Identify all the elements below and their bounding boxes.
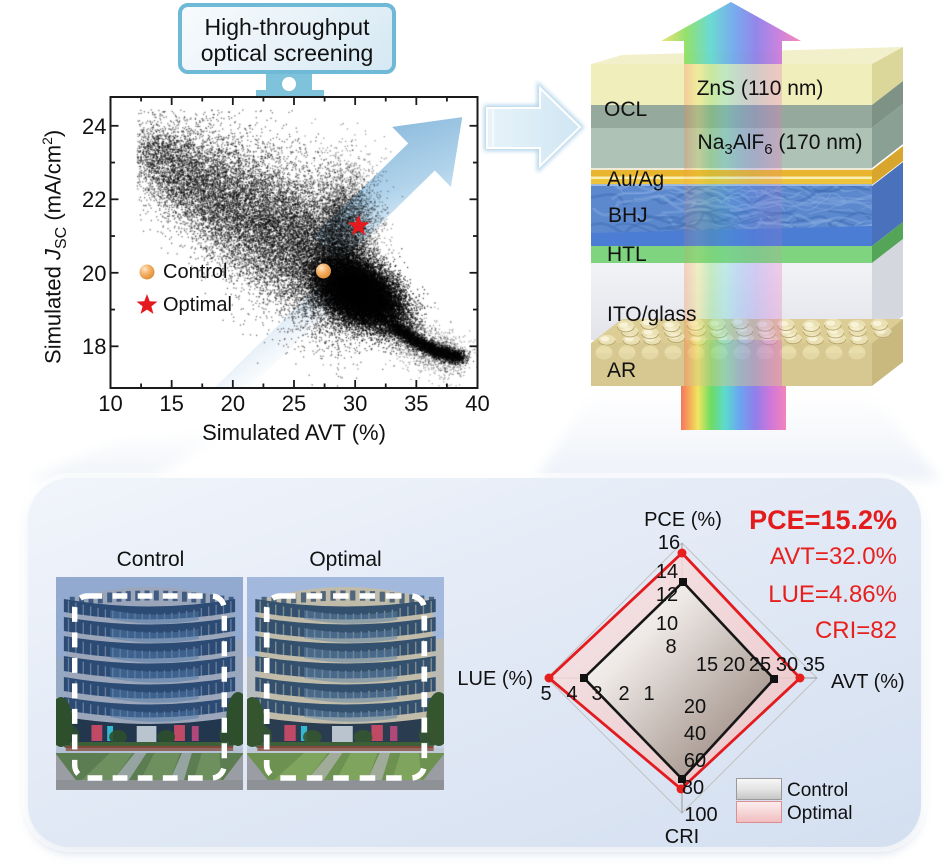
svg-text:5: 5 — [540, 683, 551, 705]
svg-text:BHJ: BHJ — [608, 204, 648, 227]
svg-text:3: 3 — [591, 683, 602, 705]
svg-text:HTL: HTL — [607, 243, 647, 266]
svg-text:Na3AlF6 (170 nm): Na3AlF6 (170 nm) — [698, 131, 863, 158]
svg-text:PCE (%): PCE (%) — [644, 509, 722, 531]
svg-text:CRI: CRI — [665, 826, 699, 848]
svg-text:AVT (%): AVT (%) — [831, 671, 905, 693]
svg-text:80: 80 — [682, 777, 704, 799]
svg-text:16: 16 — [658, 532, 680, 554]
svg-text:8: 8 — [665, 636, 676, 658]
svg-text:15: 15 — [696, 654, 718, 676]
svg-text:OCL: OCL — [604, 98, 647, 121]
svg-text:LUE (%): LUE (%) — [457, 668, 533, 690]
svg-text:2: 2 — [618, 683, 629, 705]
svg-text:60: 60 — [684, 750, 706, 772]
svg-text:20: 20 — [684, 696, 706, 718]
svg-text:1: 1 — [643, 683, 654, 705]
svg-text:40: 40 — [684, 723, 706, 745]
svg-text:ZnS (110 nm): ZnS (110 nm) — [697, 77, 824, 100]
svg-text:10: 10 — [656, 613, 678, 635]
svg-text:35: 35 — [803, 654, 825, 676]
svg-text:30: 30 — [776, 654, 798, 676]
svg-text:4: 4 — [566, 683, 577, 705]
svg-text:25: 25 — [749, 654, 771, 676]
svg-text:AR: AR — [607, 359, 636, 382]
svg-text:14: 14 — [656, 561, 678, 583]
svg-text:100: 100 — [684, 804, 717, 826]
svg-text:Au/Ag: Au/Ag — [607, 168, 664, 191]
svg-text:20: 20 — [723, 654, 745, 676]
svg-text:12: 12 — [656, 584, 678, 606]
svg-text:ITO/glass: ITO/glass — [607, 303, 696, 326]
